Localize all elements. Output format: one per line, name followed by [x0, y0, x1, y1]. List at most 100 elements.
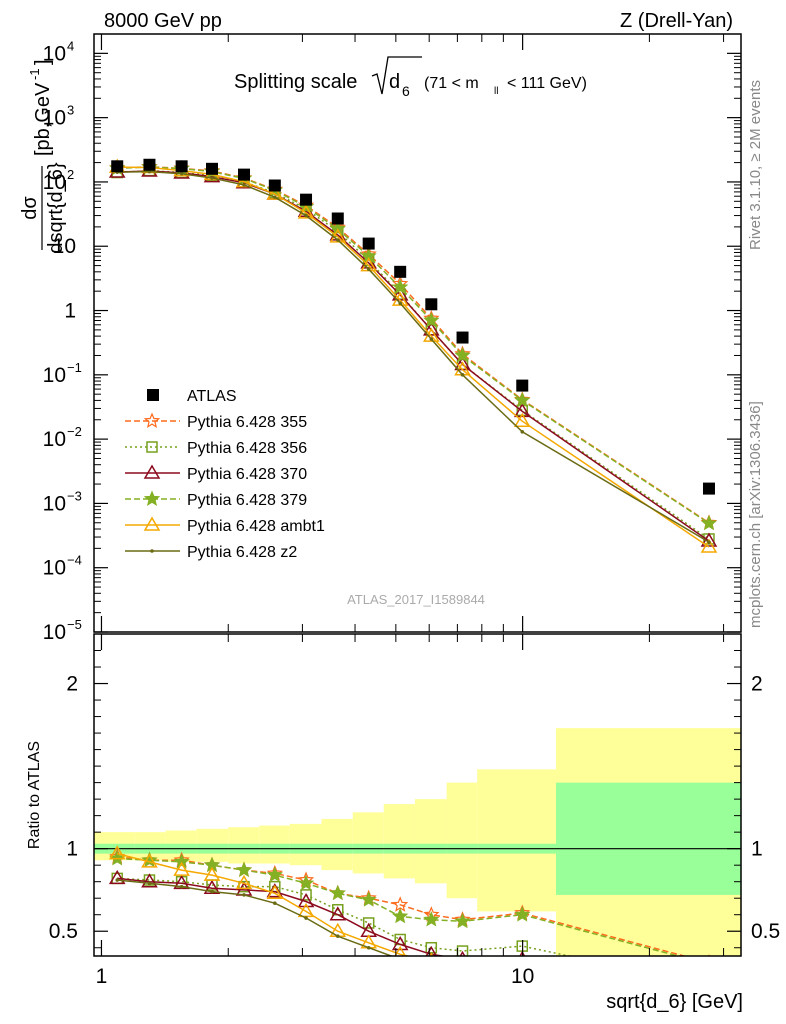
- atlas-data-point: [111, 160, 124, 173]
- ratio-series-point: [461, 967, 465, 971]
- ratio-series-point: [242, 893, 246, 897]
- ratio-series-point: [297, 874, 315, 891]
- atlas-data-point: [175, 160, 188, 173]
- ratio-series-point: [147, 881, 152, 886]
- ratio-series-point: [115, 878, 120, 882]
- atlas-data-point: [425, 298, 438, 311]
- atlas-data-point: [300, 193, 313, 206]
- main-series-point: [454, 346, 471, 363]
- legend-series-marker: [143, 464, 161, 479]
- x-tick-label: 10: [511, 965, 534, 988]
- atlas-data-point: [205, 162, 218, 175]
- ratio-series-point: [425, 945, 438, 956]
- ratio-series-point: [708, 955, 710, 956]
- ylabel-unit-end: ]: [32, 59, 54, 65]
- ratio-series-point: [329, 906, 347, 921]
- ylabel-den: dsqrt{d_6}: [45, 162, 67, 254]
- ratio-series-point: [300, 889, 312, 901]
- mcplots-label: mcplots.cern.ch [arXiv:1306.3436]: [747, 401, 764, 628]
- main-series-point: [513, 402, 531, 418]
- header-right: Z (Drell-Yan): [620, 10, 733, 32]
- x-tick-label: 1: [96, 965, 108, 988]
- main-series-point: [429, 337, 434, 341]
- main-y-tick-exponent: 2: [67, 167, 74, 182]
- ratio-series-point: [394, 945, 407, 956]
- main-series-line: [117, 170, 710, 542]
- main-y-tick-label: 10: [43, 428, 66, 451]
- plot-title: Splitting scale d 6 (71 < m ll < 111 GeV…: [234, 56, 587, 99]
- legend-series-marker: [143, 490, 161, 506]
- main-y-tick-label: 10: [43, 557, 66, 580]
- main-series-point: [366, 267, 371, 271]
- ratio-series-point: [203, 866, 221, 881]
- atlas-data-point: [456, 331, 469, 344]
- plot-title-sub: 6: [402, 83, 410, 99]
- header-left: 8000 GeV pp: [104, 10, 222, 32]
- ratio-y-tick-label-right: 0.5: [751, 920, 780, 943]
- plot-title-main: Splitting scale: [234, 71, 357, 93]
- ratio-series-point: [454, 912, 471, 929]
- ratio-uncertainty-bands: [94, 728, 741, 956]
- main-series-point: [304, 213, 308, 218]
- atlas-data-point: [516, 379, 529, 392]
- atlas-data-point: [702, 482, 715, 495]
- ratio-series-point: [391, 935, 409, 951]
- main-series-point: [297, 204, 315, 219]
- atlas-data-layer: [111, 158, 715, 495]
- main-y-tick-label: 10: [43, 107, 66, 130]
- ratio-series-point: [362, 917, 375, 929]
- legend-atlas-marker: [147, 389, 159, 401]
- main-series-point: [179, 171, 184, 176]
- legend-series-label: Pythia 6.428 379: [187, 492, 307, 509]
- ratio-y-tick-label: 1: [66, 838, 78, 861]
- ratio-series-point: [329, 884, 346, 901]
- ratio-series-point: [108, 869, 126, 885]
- ratio-series-point: [423, 911, 440, 927]
- ratio-series-point: [462, 955, 463, 956]
- ratio-yellow-band-bin: [352, 812, 384, 874]
- ratio-y-tick-label: 0.5: [49, 920, 78, 943]
- ratio-series-point: [304, 916, 308, 920]
- ratio-series-point: [266, 884, 284, 900]
- main-series-point: [520, 429, 525, 434]
- ratio-series-point: [210, 889, 214, 894]
- atlas-data-point: [331, 212, 344, 225]
- legend-series-label: Pythia 6.428 355: [187, 414, 307, 431]
- ratio-series-point: [514, 906, 531, 922]
- main-y-tick-exponent: −2: [67, 424, 82, 439]
- ylabel-num: dσ: [19, 196, 41, 220]
- ratio-series-point: [141, 873, 158, 888]
- ratio-frame: [93, 633, 742, 957]
- main-series-point: [700, 514, 718, 531]
- ratio-series-point: [335, 934, 340, 938]
- main-series-point: [329, 220, 346, 236]
- main-series-point: [210, 176, 214, 180]
- legend-series-marker: [150, 549, 154, 553]
- ratio-series-point: [297, 893, 315, 908]
- main-series-point: [273, 195, 277, 199]
- x-axis-label: sqrt{d_6} [GeV]: [606, 991, 743, 1013]
- ratio-series-point: [360, 891, 377, 907]
- main-series-line: [117, 170, 710, 543]
- ratio-series-line: [117, 857, 681, 956]
- main-y-tick-exponent: −3: [67, 488, 82, 503]
- main-y-tick-exponent: 4: [67, 38, 74, 53]
- legend-series-label: Pythia 6.428 370: [187, 466, 307, 483]
- legend-series-marker: [146, 441, 158, 453]
- ratio-y-tick-label-right: 2: [751, 673, 763, 696]
- main-series-point: [423, 321, 440, 336]
- main-series-point: [391, 278, 409, 295]
- ratio-yellow-band-bin: [477, 769, 556, 912]
- legend: ATLAS Pythia 6.428 355 Pythia 6.428 356 Pyt…: [125, 388, 325, 561]
- ratio-y-tick-label: 2: [66, 673, 78, 696]
- main-y-tick-label: 10: [53, 235, 76, 258]
- sqrt-symbol: [371, 56, 422, 95]
- main-y-tick-label: 10: [43, 364, 66, 387]
- atlas-data-point: [394, 265, 407, 278]
- legend-series-label: Pythia 6.428 356: [187, 440, 307, 457]
- ratio-series-point: [235, 861, 253, 878]
- ratio-series-point: [266, 866, 283, 883]
- atlas-data-point: [362, 237, 375, 250]
